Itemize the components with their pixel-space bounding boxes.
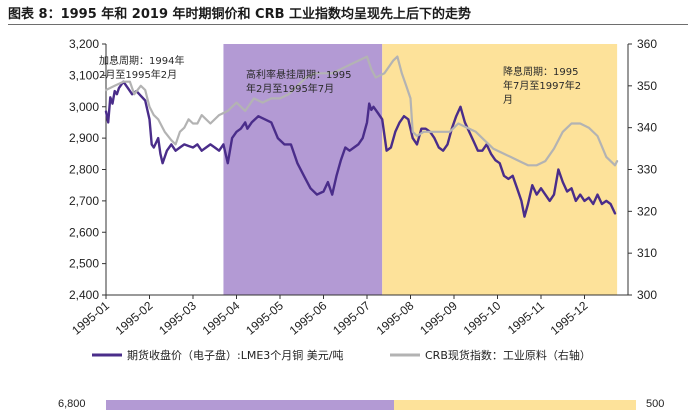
x-tick-label: 1995-02 bbox=[113, 298, 156, 337]
crb-industrial-index-line bbox=[104, 55, 619, 167]
left-tick-label: 2,400 bbox=[69, 288, 99, 302]
annotation-line: 年7月至1997年2 bbox=[503, 79, 581, 92]
legend-lme-copper-label: 期货收盘价（电子盘）:LME3个月铜 美元/吨 bbox=[127, 348, 343, 362]
x-tick-label: 1995-03 bbox=[156, 298, 199, 337]
right-tick-label: 300 bbox=[637, 288, 657, 302]
left-tick-label: 2,700 bbox=[69, 194, 99, 208]
bottom-right-value: 500 bbox=[646, 398, 665, 410]
annotation-line: 年2月至1995年7月 bbox=[246, 82, 334, 95]
bottom-yellow-strip bbox=[394, 400, 636, 410]
page-title: 图表 8：1995 年和 2019 年时期铜价和 CRB 工业指数均呈现先上后下… bbox=[8, 7, 472, 22]
right-tick-label: 330 bbox=[637, 163, 657, 177]
left-tick-label: 3,000 bbox=[69, 100, 99, 114]
x-tick-label: 1995-12 bbox=[548, 298, 591, 337]
x-tick-label: 1995-09 bbox=[417, 298, 460, 337]
price-chart: 2,400 2,500 2,600 2,700 2,800 2,900 3,000 3,100… bbox=[69, 37, 657, 362]
right-tick-label: 340 bbox=[637, 121, 657, 135]
x-tick-label: 1995-08 bbox=[374, 298, 417, 337]
high-rate-period-band bbox=[223, 44, 383, 295]
annotation-high-rate-period: 高利率悬挂周期：1995 年2月至1995年7月 bbox=[246, 68, 351, 95]
right-tick-label: 310 bbox=[637, 246, 657, 260]
lme-copper-price-line bbox=[104, 80, 617, 218]
bottom-left-value: 6,800 bbox=[58, 398, 86, 410]
x-tick-label: 1995-01 bbox=[69, 298, 112, 337]
x-tick-label: 1995-11 bbox=[505, 298, 547, 337]
left-tick-label: 2,600 bbox=[69, 225, 99, 239]
x-tick-label: 1995-05 bbox=[243, 298, 286, 337]
annotation-line: 高利率悬挂周期：1995 bbox=[246, 68, 351, 81]
left-tick-label: 3,100 bbox=[69, 68, 99, 82]
x-tick-label: 1995-04 bbox=[200, 298, 243, 337]
x-tick-label: 1995-06 bbox=[287, 298, 330, 337]
left-tick-label: 2,800 bbox=[69, 163, 99, 177]
annotation-hike-period: 加息周期：1994年 2月至1995年2月 bbox=[99, 54, 184, 81]
annotation-line: 月 bbox=[503, 94, 513, 106]
left-tick-label: 2,500 bbox=[69, 257, 99, 271]
x-tick-label: 1995-07 bbox=[330, 298, 373, 337]
bottom-purple-strip bbox=[106, 400, 394, 410]
right-tick-label: 350 bbox=[637, 79, 657, 93]
right-tick-label: 320 bbox=[637, 204, 657, 218]
title-divider bbox=[8, 24, 688, 25]
annotation-line: 加息周期：1994年 bbox=[99, 54, 184, 67]
rate-cut-period-band bbox=[382, 44, 618, 295]
x-tick-label: 1995-10 bbox=[461, 298, 504, 337]
right-tick-label: 360 bbox=[637, 37, 657, 51]
left-tick-label: 3,200 bbox=[69, 37, 99, 51]
annotation-rate-cut-period: 降息周期：1995 年7月至1997年2 月 bbox=[503, 65, 581, 106]
legend-crb-index-label: CRB现货指数：工业原料（右轴） bbox=[425, 348, 591, 362]
annotation-line: 2月至1995年2月 bbox=[99, 68, 177, 81]
left-tick-label: 2,900 bbox=[69, 131, 99, 145]
annotation-line: 降息周期：1995 bbox=[503, 65, 578, 78]
